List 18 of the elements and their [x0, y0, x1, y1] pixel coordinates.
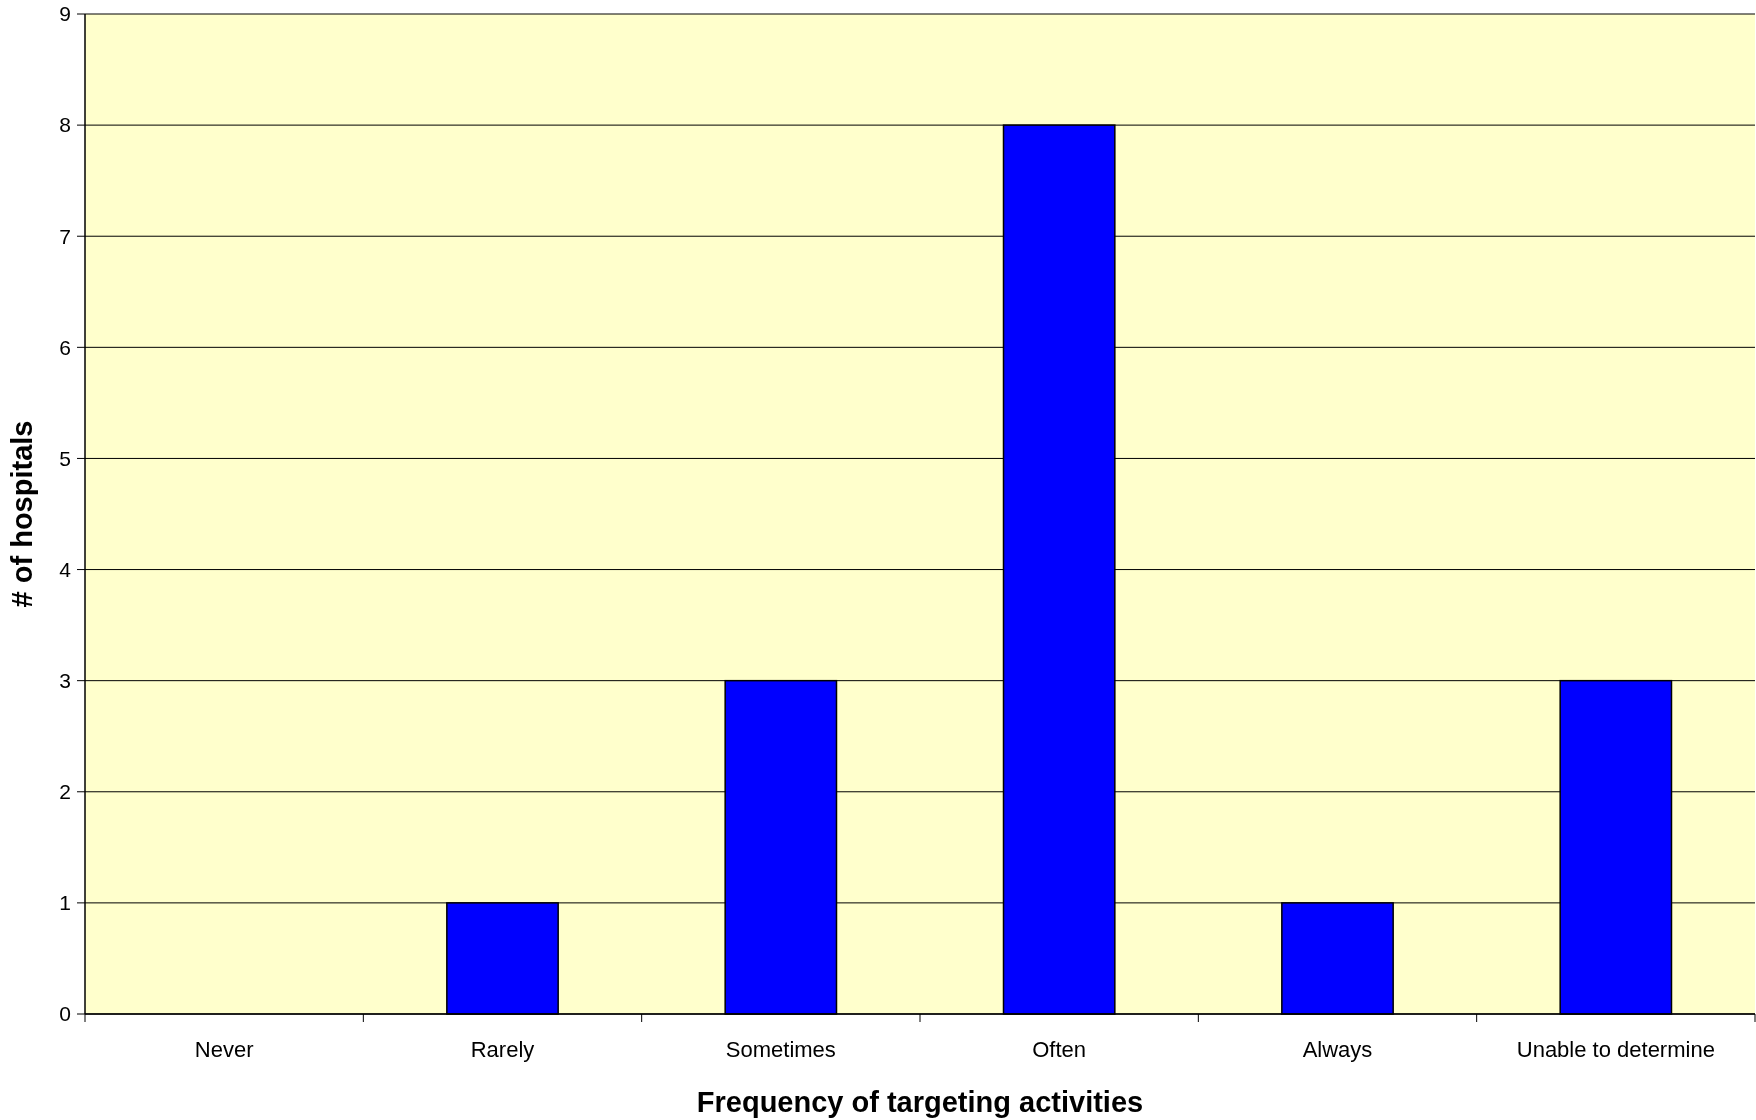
x-tick-label: Unable to determine: [1516, 1037, 1715, 1062]
y-axis-title: # of hospitals: [6, 420, 38, 608]
y-tick-label: 5: [59, 446, 71, 470]
y-tick-label: 3: [59, 669, 71, 693]
y-tick-label: 0: [59, 1002, 71, 1026]
y-tick-label: 8: [59, 113, 71, 137]
x-tick-label: Never: [194, 1037, 254, 1062]
y-tick-label: 1: [59, 891, 71, 915]
x-axis-title: Frequency of targeting activities: [696, 1086, 1144, 1118]
y-tick-label: 4: [59, 557, 72, 581]
x-tick-label: Often: [1032, 1037, 1087, 1062]
y-tick-label: 9: [59, 2, 71, 26]
y-tick-label: 6: [59, 335, 71, 359]
y-tick-label: 7: [59, 224, 71, 248]
x-tick-label: Always: [1302, 1037, 1373, 1062]
x-tick-label: Sometimes: [725, 1037, 836, 1062]
x-tick-label: Rarely: [470, 1037, 535, 1062]
y-tick-label: 2: [59, 780, 71, 804]
